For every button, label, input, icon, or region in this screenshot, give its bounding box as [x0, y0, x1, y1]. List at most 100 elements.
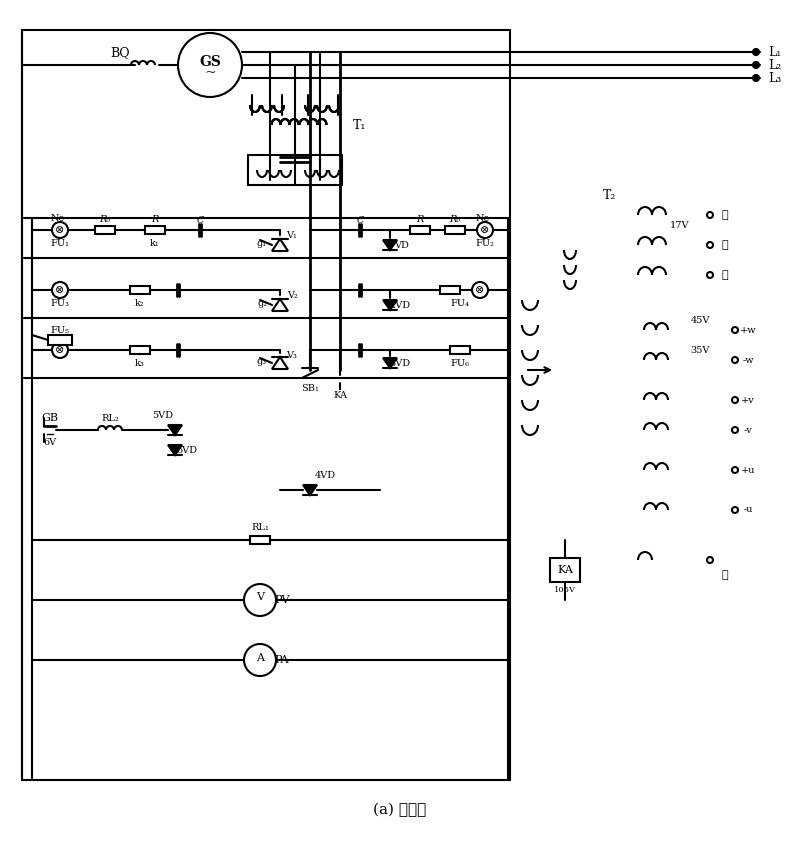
Polygon shape — [303, 485, 317, 495]
Bar — [95, 226, 115, 234]
Text: GB: GB — [42, 413, 58, 423]
Text: k₃: k₃ — [135, 359, 145, 367]
Text: FU₁: FU₁ — [50, 238, 69, 248]
Text: (a) 主电路: (a) 主电路 — [374, 803, 426, 817]
Text: ③: ③ — [722, 270, 728, 280]
Circle shape — [732, 467, 738, 473]
Circle shape — [732, 357, 738, 363]
Text: T₂: T₂ — [604, 189, 617, 201]
Text: -v: -v — [744, 425, 753, 434]
Text: FU₄: FU₄ — [451, 299, 470, 307]
Text: +w: +w — [740, 326, 756, 334]
Text: Ne: Ne — [476, 214, 490, 222]
Circle shape — [707, 242, 713, 248]
Circle shape — [753, 75, 759, 81]
Bar — [410, 226, 430, 234]
Circle shape — [732, 397, 738, 403]
Text: R: R — [151, 215, 158, 223]
Text: FU₃: FU₃ — [50, 299, 69, 307]
Circle shape — [732, 427, 738, 433]
Circle shape — [732, 507, 738, 513]
Circle shape — [244, 584, 276, 616]
Text: ~: ~ — [204, 66, 216, 80]
Text: ⊗: ⊗ — [475, 285, 485, 295]
Text: FU₂: FU₂ — [476, 238, 494, 248]
Text: k₂: k₂ — [136, 299, 145, 307]
Circle shape — [707, 272, 713, 278]
Circle shape — [707, 557, 713, 563]
Text: V: V — [256, 592, 264, 602]
Circle shape — [477, 222, 493, 238]
Circle shape — [707, 212, 713, 218]
Text: R₀: R₀ — [449, 215, 461, 223]
Text: ⊗: ⊗ — [55, 225, 65, 235]
Text: ①: ① — [722, 210, 728, 220]
Text: 6V: 6V — [43, 438, 57, 446]
Text: SB₁: SB₁ — [301, 383, 319, 392]
Text: T₁: T₁ — [353, 119, 366, 131]
Text: 3VD: 3VD — [389, 359, 411, 367]
Text: g₂: g₂ — [257, 299, 267, 307]
Circle shape — [178, 33, 242, 97]
Text: Ne: Ne — [51, 214, 65, 222]
Text: g₃: g₃ — [257, 356, 267, 365]
Circle shape — [52, 222, 68, 238]
Text: +u: +u — [741, 466, 755, 475]
Text: -u: -u — [743, 505, 753, 514]
Text: PA: PA — [275, 655, 289, 665]
Text: 17V: 17V — [671, 221, 690, 230]
Circle shape — [753, 62, 759, 68]
Bar — [250, 536, 270, 544]
Text: L₁: L₁ — [768, 45, 782, 58]
Bar — [445, 226, 465, 234]
Bar — [550, 558, 580, 582]
Text: KA: KA — [557, 565, 573, 575]
Circle shape — [753, 49, 759, 55]
Text: ④: ④ — [722, 570, 728, 580]
Text: 105V: 105V — [554, 586, 576, 594]
Text: 6VD: 6VD — [177, 445, 198, 455]
Circle shape — [52, 282, 68, 298]
Text: C: C — [196, 216, 204, 225]
Text: A: A — [256, 653, 264, 663]
Text: V₁: V₁ — [287, 231, 297, 239]
Text: L₂: L₂ — [768, 58, 782, 72]
Text: BQ: BQ — [110, 46, 130, 60]
Text: FU₅: FU₅ — [50, 326, 69, 334]
Text: PV: PV — [274, 595, 290, 605]
Text: RL₂: RL₂ — [101, 413, 119, 423]
Text: KA: KA — [333, 391, 347, 399]
Circle shape — [52, 342, 68, 358]
Text: GS: GS — [199, 55, 221, 69]
Text: R: R — [416, 215, 424, 223]
Bar — [440, 286, 460, 294]
Circle shape — [732, 327, 738, 333]
Text: R₀: R₀ — [99, 215, 110, 223]
Text: FU₆: FU₆ — [451, 359, 470, 367]
Text: 35V: 35V — [690, 345, 710, 354]
Text: ⊗: ⊗ — [481, 225, 489, 235]
Text: ⊗: ⊗ — [55, 285, 65, 295]
Polygon shape — [168, 445, 182, 455]
Bar — [450, 346, 470, 354]
Text: RL₁: RL₁ — [251, 524, 269, 532]
Text: V₃: V₃ — [287, 350, 297, 360]
Text: ②: ② — [722, 240, 728, 250]
Bar — [130, 346, 150, 354]
Polygon shape — [383, 358, 397, 368]
Text: 45V: 45V — [690, 316, 710, 324]
Polygon shape — [383, 240, 397, 250]
Circle shape — [472, 282, 488, 298]
Text: L₃: L₃ — [768, 72, 782, 84]
Bar — [48, 335, 72, 345]
Text: +v: +v — [742, 396, 755, 404]
Text: 5VD: 5VD — [153, 411, 173, 419]
Bar — [145, 226, 165, 234]
Text: ⊗: ⊗ — [55, 345, 65, 355]
Text: V₂: V₂ — [287, 290, 297, 300]
Text: k₁: k₁ — [151, 238, 160, 248]
Circle shape — [244, 644, 276, 676]
Polygon shape — [383, 300, 397, 310]
Text: C: C — [356, 216, 364, 225]
Text: 4VD: 4VD — [314, 471, 336, 479]
